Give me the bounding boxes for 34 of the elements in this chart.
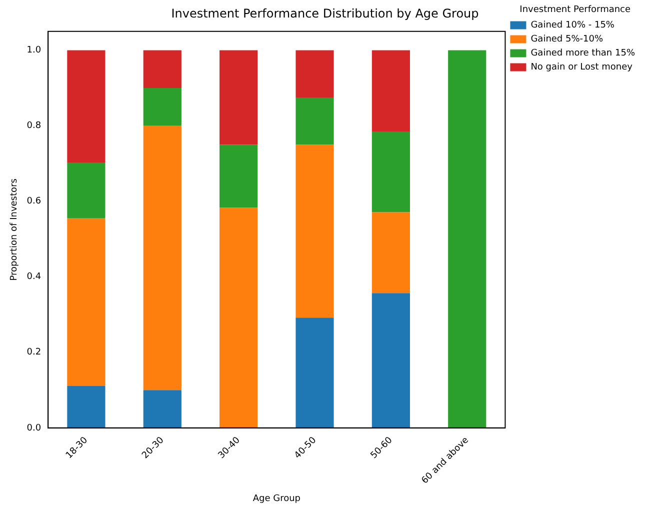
y-tick-label: 1.0 (26, 46, 42, 56)
y-tick-label: 0.8 (26, 121, 42, 132)
bar (372, 131, 410, 212)
bar (372, 50, 410, 132)
legend-label: No gain or Lost money (530, 62, 634, 73)
bar (67, 162, 106, 218)
bar (67, 218, 106, 386)
bar (220, 208, 258, 428)
bar (143, 88, 182, 126)
bar (372, 212, 410, 294)
y-tick-label: 0.0 (26, 423, 42, 434)
legend-label: Gained 5%-10% (530, 34, 604, 45)
y-axis-title: Proportion of Investors (10, 178, 20, 281)
bar (67, 386, 106, 428)
bar (296, 318, 334, 428)
y-tick-label: 0.4 (26, 272, 42, 282)
bar (296, 97, 334, 145)
legend-label: Gained more than 15% (530, 48, 636, 59)
bar (296, 50, 334, 98)
legend-label: Gained 10% - 15% (530, 20, 615, 31)
bar (220, 50, 258, 145)
bar (448, 50, 486, 428)
bar (143, 390, 182, 428)
chart-title: Investment Performance Distribution by Age Group (171, 6, 479, 20)
bar (67, 50, 106, 162)
x-axis-title: Age Group (252, 494, 301, 504)
legend-title: Investment Performance (520, 4, 631, 15)
bar (143, 126, 182, 390)
bar (372, 293, 410, 428)
bar (143, 50, 182, 88)
bar (220, 144, 258, 208)
bar (296, 144, 334, 318)
y-tick-label: 0.6 (26, 196, 42, 207)
y-tick-label: 0.2 (26, 348, 42, 358)
